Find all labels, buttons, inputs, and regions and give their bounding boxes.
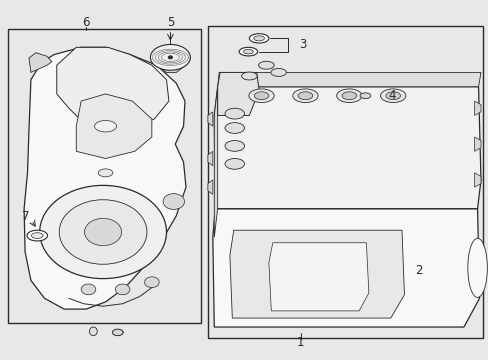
Ellipse shape (27, 230, 47, 241)
Ellipse shape (249, 34, 268, 43)
Polygon shape (214, 87, 480, 209)
Text: 2: 2 (414, 264, 422, 277)
Ellipse shape (98, 169, 113, 177)
Ellipse shape (243, 49, 253, 54)
Ellipse shape (224, 123, 244, 134)
Ellipse shape (248, 89, 274, 103)
Polygon shape (207, 180, 212, 194)
Ellipse shape (341, 92, 356, 100)
Polygon shape (214, 87, 217, 237)
Ellipse shape (292, 89, 318, 103)
Circle shape (167, 55, 172, 59)
Circle shape (115, 284, 130, 295)
Polygon shape (474, 101, 480, 116)
Polygon shape (229, 230, 404, 318)
Circle shape (81, 284, 96, 295)
Polygon shape (217, 72, 480, 87)
Ellipse shape (224, 140, 244, 151)
Polygon shape (157, 60, 183, 72)
Ellipse shape (270, 68, 286, 76)
Ellipse shape (385, 92, 400, 100)
Ellipse shape (94, 121, 116, 132)
Polygon shape (217, 72, 259, 116)
Ellipse shape (89, 327, 97, 336)
Polygon shape (474, 173, 480, 187)
Ellipse shape (253, 36, 264, 41)
Ellipse shape (359, 93, 370, 99)
Polygon shape (57, 47, 168, 126)
Text: 1: 1 (296, 336, 304, 348)
Ellipse shape (150, 44, 190, 70)
Ellipse shape (258, 61, 274, 69)
Polygon shape (207, 151, 212, 166)
Circle shape (59, 200, 147, 264)
Polygon shape (76, 94, 152, 158)
Ellipse shape (380, 89, 405, 103)
Bar (8, 30, 200, 323)
Ellipse shape (239, 47, 257, 56)
Circle shape (40, 185, 166, 279)
Polygon shape (474, 137, 480, 151)
Text: 3: 3 (299, 38, 306, 51)
Ellipse shape (224, 108, 244, 119)
Text: 5: 5 (166, 16, 174, 29)
Polygon shape (268, 243, 368, 311)
Ellipse shape (241, 72, 257, 80)
Ellipse shape (336, 89, 361, 103)
Ellipse shape (224, 158, 244, 169)
Ellipse shape (31, 233, 43, 238)
Text: 6: 6 (82, 17, 90, 30)
Polygon shape (24, 47, 185, 309)
Ellipse shape (298, 92, 312, 100)
Circle shape (163, 194, 184, 210)
Ellipse shape (112, 329, 123, 336)
Circle shape (84, 219, 122, 246)
Text: 4: 4 (387, 89, 395, 102)
Polygon shape (29, 53, 52, 72)
Ellipse shape (467, 238, 487, 297)
Bar (207, 26, 483, 338)
Text: 7: 7 (22, 210, 30, 223)
Ellipse shape (254, 92, 268, 100)
Circle shape (144, 277, 159, 288)
Polygon shape (207, 112, 212, 126)
Polygon shape (212, 209, 479, 327)
